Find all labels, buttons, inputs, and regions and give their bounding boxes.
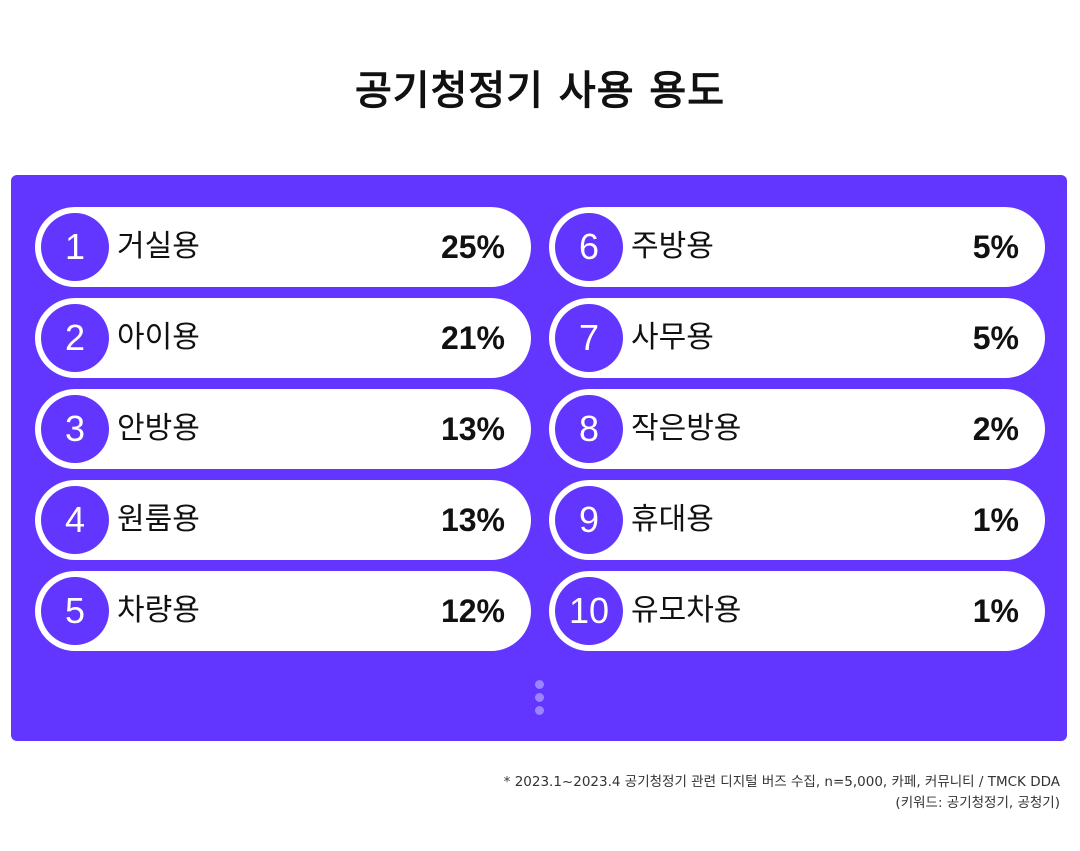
usage-percent: 13%	[440, 502, 505, 538]
usage-label: 주방용	[631, 229, 714, 264]
usage-label: 차량용	[117, 593, 200, 628]
usage-label: 유모차용	[631, 593, 742, 628]
ranking-item-9: 9 휴대용 1%	[549, 480, 1045, 560]
usage-label: 거실용	[117, 229, 200, 264]
usage-label: 사무용	[631, 320, 714, 355]
ranking-item-7: 7 사무용 5%	[549, 298, 1045, 378]
rank-badge: 3	[41, 395, 109, 463]
ranking-item-10: 10 유모차용 1%	[549, 571, 1045, 651]
usage-percent: 2%	[972, 411, 1019, 447]
usage-percent: 13%	[440, 411, 505, 447]
ranking-column-left: 1 거실용 25% 2 아이용 21% 3 안방용 13% 4 원룸용 13% …	[35, 207, 531, 662]
rank-badge: 6	[555, 213, 623, 281]
usage-label: 아이용	[117, 320, 200, 355]
usage-percent: 25%	[440, 229, 505, 265]
usage-label: 휴대용	[631, 502, 714, 537]
usage-percent: 21%	[440, 320, 505, 356]
ellipsis-dot	[534, 680, 544, 689]
usage-percent: 1%	[972, 502, 1019, 538]
ranking-item-2: 2 아이용 21%	[35, 298, 531, 378]
rank-badge: 7	[555, 304, 623, 372]
ranking-column-right: 6 주방용 5% 7 사무용 5% 8 작은방용 2% 9 휴대용 1% 10 …	[549, 207, 1045, 662]
page-title: 공기청정기 사용 용도	[354, 68, 726, 114]
footnote-source-line: * 2023.1~2023.4 공기청정기 관련 디지털 버즈 수집, n=5,…	[503, 774, 1060, 790]
usage-percent: 5%	[972, 229, 1019, 265]
rank-badge: 8	[555, 395, 623, 463]
rank-badge: 10	[555, 577, 623, 645]
rank-badge: 5	[41, 577, 109, 645]
rank-badge: 2	[41, 304, 109, 372]
vertical-ellipsis-icon	[531, 680, 547, 719]
usage-percent: 1%	[972, 593, 1019, 629]
footnote-keyword-line: (키워드: 공기청정기, 공청기)	[895, 795, 1060, 811]
ranking-panel: 1 거실용 25% 2 아이용 21% 3 안방용 13% 4 원룸용 13% …	[11, 175, 1067, 741]
rank-badge: 9	[555, 486, 623, 554]
ellipsis-dot	[534, 706, 544, 715]
rank-badge: 4	[41, 486, 109, 554]
ranking-item-4: 4 원룸용 13%	[35, 480, 531, 560]
ranking-item-5: 5 차량용 12%	[35, 571, 531, 651]
usage-label: 안방용	[117, 411, 200, 446]
ellipsis-dot	[534, 693, 544, 702]
usage-percent: 5%	[972, 320, 1019, 356]
ranking-item-8: 8 작은방용 2%	[549, 389, 1045, 469]
ranking-item-1: 1 거실용 25%	[35, 207, 531, 287]
usage-label: 원룸용	[117, 502, 200, 537]
ranking-item-6: 6 주방용 5%	[549, 207, 1045, 287]
source-footnote: * 2023.1~2023.4 공기청정기 관련 디지털 버즈 수집, n=5,…	[504, 772, 1060, 814]
usage-label: 작은방용	[631, 411, 742, 446]
ranking-item-3: 3 안방용 13%	[35, 389, 531, 469]
usage-percent: 12%	[440, 593, 505, 629]
rank-badge: 1	[41, 213, 109, 281]
